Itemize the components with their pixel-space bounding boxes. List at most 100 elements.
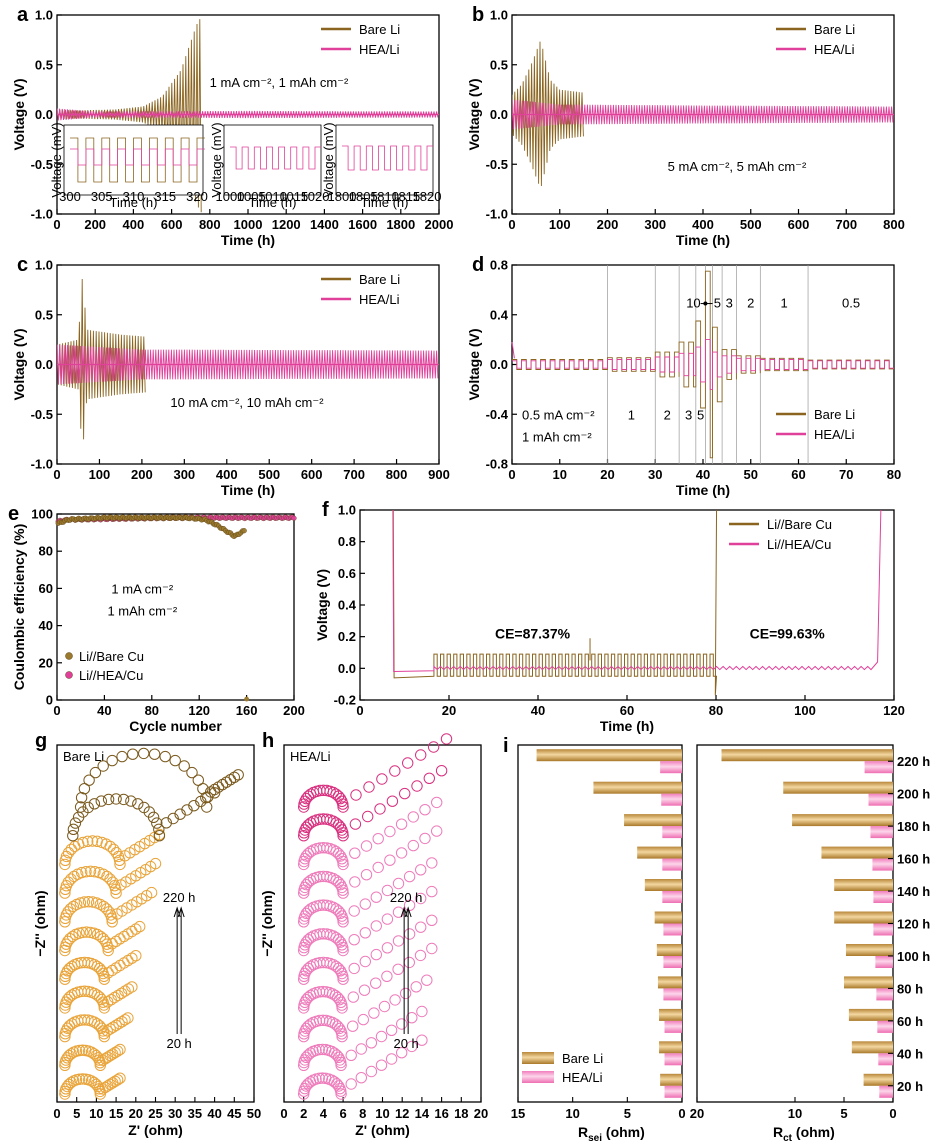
impedance-point <box>395 818 408 830</box>
impedance-point <box>313 1072 325 1085</box>
impedance-point <box>114 1072 126 1084</box>
impedance-point <box>392 935 405 947</box>
impedance-point <box>415 864 427 876</box>
impedance-point <box>426 914 438 926</box>
y-tick-label: 40 <box>39 618 53 633</box>
category-label: 220 h <box>897 754 930 769</box>
impedance-point <box>415 892 427 905</box>
impedance-point <box>100 903 113 915</box>
impedance-point <box>423 772 435 784</box>
impedance-point <box>381 942 394 954</box>
impedance-point <box>102 941 114 953</box>
impedance-point <box>300 1051 312 1064</box>
impedance-point <box>407 839 419 852</box>
inset-x-tick: 1005 <box>237 189 266 204</box>
legend-entry: Bare Li <box>359 272 400 287</box>
impedance-point <box>115 987 128 999</box>
x-tick-label: 100 <box>549 217 571 232</box>
impedance-point <box>332 1080 345 1092</box>
impedance-point <box>61 1022 74 1034</box>
y-tick-label: -0.4 <box>486 407 509 422</box>
rate-label: 10 <box>686 295 700 310</box>
bar-hea-li <box>663 923 683 936</box>
condition-annotation: 10 mA cm⁻², 10 mAh cm⁻² <box>170 395 324 410</box>
impedance-point <box>334 792 347 805</box>
x-tick-label: 1200 <box>272 217 301 232</box>
impedance-point <box>330 817 342 829</box>
panel-b: 0 100 200 300 400 500 600 700 800 -1.0 -0.5 0.0 0.5 1… <box>466 4 905 248</box>
impedance-point <box>201 801 213 813</box>
impedance-point <box>73 927 85 939</box>
y-tick-label: 0.0 <box>35 107 53 122</box>
panel-label: g <box>35 730 47 752</box>
impedance-point <box>65 1048 77 1060</box>
impedance-point <box>427 741 440 753</box>
impedance-point <box>348 905 360 917</box>
impedance-point <box>153 823 165 835</box>
inset-x-tick: 1815 <box>391 189 420 204</box>
x-tick-label: 16 <box>434 1106 448 1121</box>
impedance-point <box>385 1024 398 1037</box>
inset-x-label: Time (h) <box>249 195 297 210</box>
initial-spike <box>511 342 515 359</box>
impedance-point <box>300 879 312 891</box>
impedance-point <box>119 1014 131 1026</box>
impedance-point <box>300 1022 312 1035</box>
impedance-point <box>83 774 95 786</box>
impedance-point <box>106 964 118 977</box>
inset-x-tick: 1820 <box>413 189 442 204</box>
impedance-point <box>330 874 342 886</box>
bar-hea-li <box>873 891 893 903</box>
y-tick-label: -0.5 <box>486 157 508 172</box>
bar-bare-li <box>844 976 893 989</box>
ce-label-hea: CE=99.63% <box>750 626 826 642</box>
impedance-point <box>300 1080 312 1092</box>
x-tick-label: 300 <box>644 217 666 232</box>
impedance-point <box>62 847 75 859</box>
impedance-point <box>337 801 349 813</box>
impedance-point <box>86 835 99 847</box>
x-tick-label: 40 <box>207 1106 221 1121</box>
impedance-point <box>147 811 160 823</box>
impedance-point <box>67 900 80 913</box>
inset-x-tick: 1010 <box>258 189 287 204</box>
y-tick-label: 0.8 <box>490 258 508 273</box>
impedance-point <box>348 934 360 946</box>
impedance-point <box>372 833 384 845</box>
impedance-point <box>396 1047 408 1059</box>
x-tick-label: 30 <box>648 467 662 482</box>
impedance-point <box>89 866 101 878</box>
impedance-point <box>174 808 186 820</box>
y-tick-label: 100 <box>31 507 53 522</box>
impedance-point <box>337 973 349 985</box>
impedance-point <box>300 821 312 833</box>
impedance-point <box>402 757 414 769</box>
legend-marker <box>65 652 73 660</box>
impedance-point <box>101 870 113 883</box>
bar-bare-li <box>863 1073 893 1086</box>
x-tick-label: 0 <box>53 467 60 482</box>
impedance-point <box>122 1012 134 1024</box>
impedance-point <box>60 850 73 863</box>
plot-area <box>512 41 894 187</box>
ce-label-bare: CE=87.37% <box>495 626 571 642</box>
impedance-point <box>375 1030 388 1043</box>
impedance-point <box>130 923 142 935</box>
bar-hea-li <box>663 988 683 1001</box>
bar-hea-li <box>662 826 683 839</box>
pointer-dot <box>703 301 708 306</box>
legend-swatch <box>522 1052 554 1064</box>
bar-hea-li <box>662 858 683 871</box>
axis-unit: (ohm) <box>602 1124 645 1140</box>
impedance-point <box>381 913 394 925</box>
impedance-point <box>151 817 163 829</box>
impedance-point <box>107 843 120 855</box>
inset-y-label: Voltage (mV) <box>49 122 64 197</box>
impedance-point <box>419 832 431 845</box>
impedance-point <box>345 1049 357 1062</box>
impedance-point <box>88 798 101 810</box>
impedance-point <box>362 810 374 823</box>
impedance-point <box>138 747 150 760</box>
impedance-point <box>67 823 80 835</box>
